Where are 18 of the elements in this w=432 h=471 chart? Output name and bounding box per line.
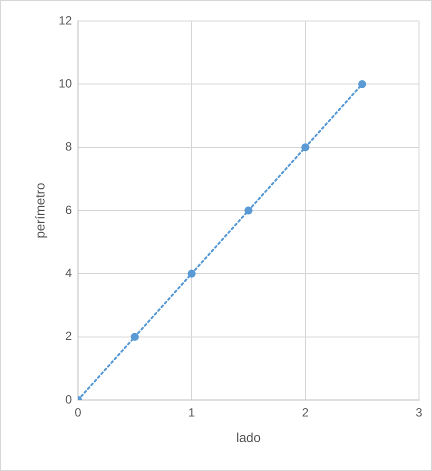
point bbox=[301, 143, 310, 152]
y-tick-label: 8 bbox=[65, 140, 72, 154]
y-tick-label: 10 bbox=[58, 76, 72, 90]
point bbox=[244, 206, 252, 214]
x-tick-label: 1 bbox=[188, 406, 196, 420]
y-tick-label: 4 bbox=[65, 266, 72, 280]
x-tick-label: 3 bbox=[416, 406, 423, 420]
x-tick-label: 2 bbox=[302, 406, 309, 420]
point bbox=[188, 270, 196, 278]
x-axis-title: lado bbox=[236, 430, 261, 445]
y-tick-label: 2 bbox=[65, 329, 72, 344]
x-tick-label: 0 bbox=[74, 406, 82, 420]
y-tick-label: 6 bbox=[65, 202, 72, 217]
y-tick-label: 0 bbox=[65, 392, 72, 406]
point bbox=[130, 332, 139, 341]
y-axis-title: perímetro bbox=[32, 182, 48, 238]
y-tick-label: 12 bbox=[58, 13, 72, 28]
point bbox=[358, 80, 366, 88]
